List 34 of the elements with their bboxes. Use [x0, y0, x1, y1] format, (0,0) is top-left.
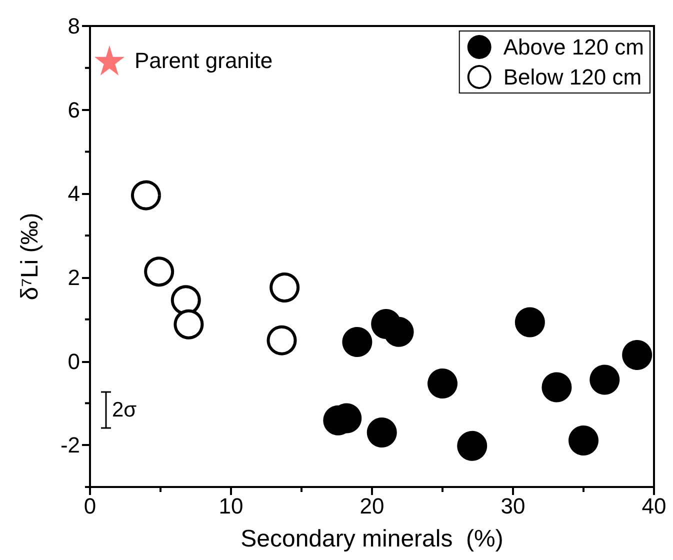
y-axis-title: δ⁷Li (‰)	[16, 212, 44, 300]
point	[428, 368, 458, 398]
x-tick-label: 30	[500, 494, 526, 518]
point	[366, 418, 397, 448]
point	[131, 180, 161, 210]
point	[170, 285, 201, 316]
y-tick-label: 8	[68, 14, 80, 38]
point	[590, 364, 620, 395]
point	[270, 272, 300, 303]
y-tick-label: 6	[68, 97, 80, 122]
point	[568, 425, 598, 456]
x-tick-label: 20	[360, 494, 384, 518]
point	[542, 372, 572, 402]
point	[266, 325, 297, 356]
point	[144, 256, 174, 287]
series-label: Parent granite	[134, 48, 273, 73]
x-tick-label: 10	[218, 494, 244, 518]
x-tick-label: 0	[84, 494, 96, 518]
y-tick-label: -2	[60, 432, 80, 458]
legend-label: Above 120 cm	[503, 34, 644, 60]
y-tick-label: 0	[68, 348, 80, 374]
x-axis-title: Secondary minerals (%)	[240, 526, 504, 552]
y-tick-label: 4	[68, 181, 80, 206]
annotation: 2σ	[112, 398, 137, 422]
point	[384, 316, 414, 347]
point	[457, 430, 488, 461]
point	[514, 307, 545, 338]
point	[342, 327, 372, 357]
legend-label: Below 120 cm	[503, 64, 642, 90]
point	[622, 340, 652, 370]
y-tick-label: 2	[68, 264, 80, 290]
point	[174, 309, 204, 340]
point	[94, 45, 124, 76]
x-tick-label: 40	[642, 494, 666, 518]
